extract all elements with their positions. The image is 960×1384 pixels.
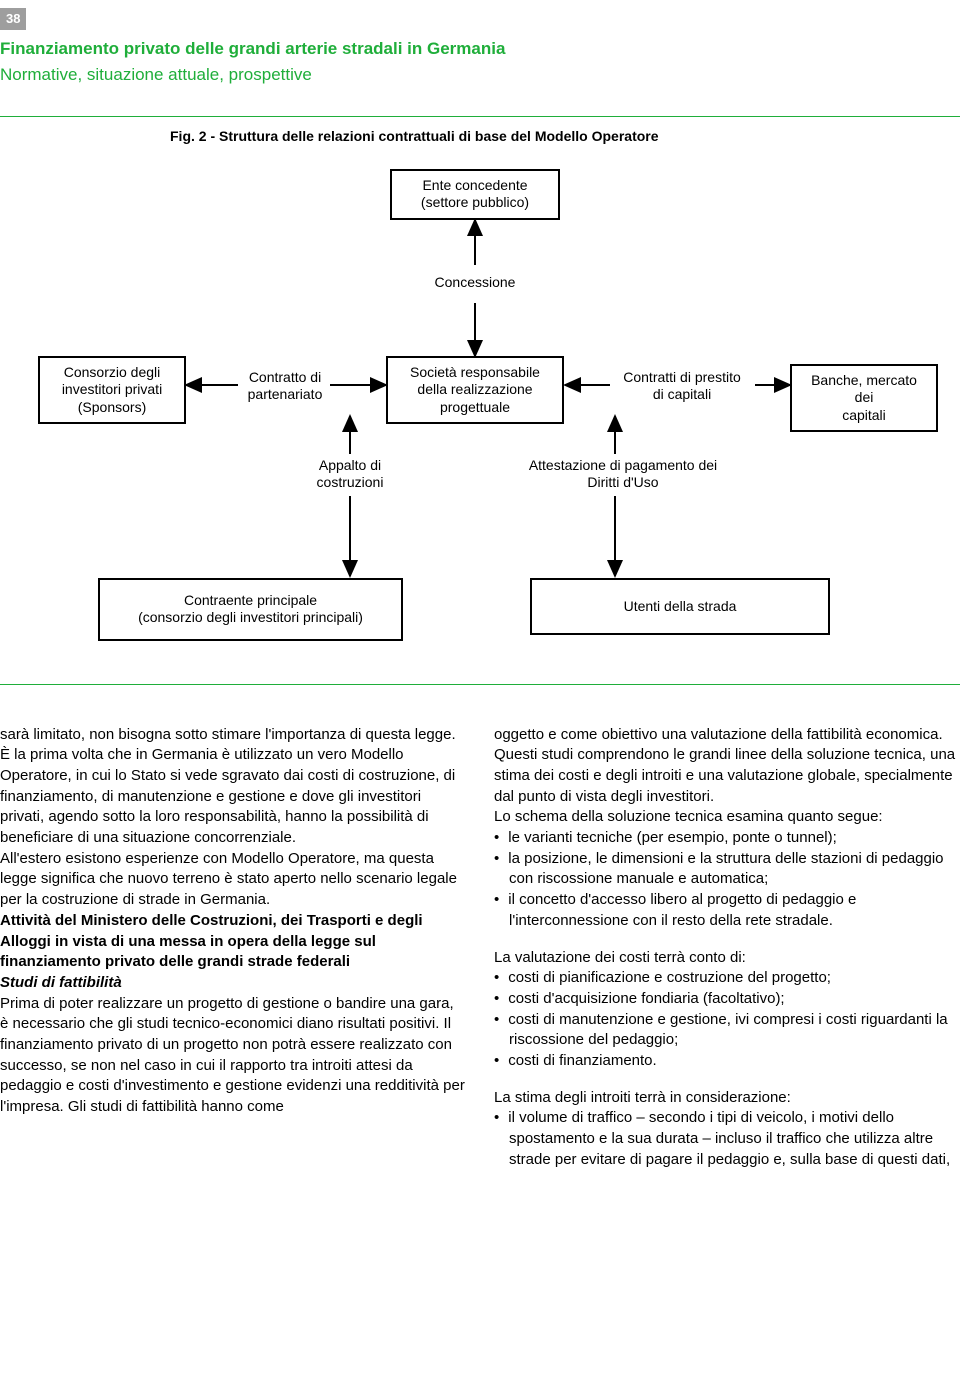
label-text: Contratto dipartenariato: [248, 369, 323, 403]
label-text: Attestazione di pagamento deiDiritti d'U…: [529, 457, 717, 491]
edge-label-contratto-partenariato: Contratto dipartenariato: [238, 369, 332, 404]
column-right: oggetto e come obiettivo una valutazione…: [494, 725, 960, 1171]
node-ente-concedente: Ente concedente(settore pubblico): [390, 169, 560, 220]
paragraph: oggetto e come obiettivo una valutazione…: [494, 725, 960, 746]
list-item: costi di finanziamento.: [494, 1051, 960, 1072]
edge-label-concessione: Concessione: [415, 274, 535, 292]
section-heading: Attività del Ministero delle Costruzioni…: [0, 911, 466, 973]
figure-container: Fig. 2 - Struttura delle relazioni contr…: [0, 116, 960, 685]
list-item: costi d'acquisizione fondiaria (facoltat…: [494, 989, 960, 1010]
body-columns: sarà limitato, non bisogna sotto stimare…: [0, 725, 960, 1171]
list-item: costi di manutenzione e gestione, ivi co…: [494, 1010, 960, 1051]
paragraph: La valutazione dei costi terrà conto di:: [494, 948, 960, 969]
node-label: Contraente principale(consorzio degli in…: [138, 592, 363, 626]
paragraph: Prima di poter realizzare un progetto di…: [0, 994, 466, 1118]
node-label: Consorzio degliinvestitori privati(Spons…: [62, 364, 162, 415]
subsection-heading: Studi di fattibilità: [0, 973, 466, 994]
node-label: Utenti della strada: [624, 598, 737, 614]
edge-label-contratti-prestito: Contratti di prestitodi capitali: [608, 369, 756, 404]
paragraph: È la prima volta che in Germania è utili…: [0, 745, 466, 848]
label-text: Contratti di prestitodi capitali: [623, 369, 741, 403]
list-item: le varianti tecniche (per esempio, ponte…: [494, 828, 960, 849]
label-text: Appalto dicostruzioni: [317, 457, 384, 491]
bullet-list: il volume di traffico – secondo i tipi d…: [494, 1108, 960, 1170]
node-label: Banche, mercato deicapitali: [811, 372, 917, 423]
flowchart-diagram: Ente concedente(settore pubblico) Conces…: [20, 164, 940, 664]
node-utenti-strada: Utenti della strada: [530, 578, 830, 636]
bullet-list: costi di pianificazione e costruzione de…: [494, 968, 960, 1071]
label-text: Concessione: [435, 274, 516, 290]
node-consorzio-investitori: Consorzio degliinvestitori privati(Spons…: [38, 356, 186, 425]
node-contraente-principale: Contraente principale(consorzio degli in…: [98, 578, 403, 641]
paragraph: All'estero esistono esperienze con Model…: [0, 849, 466, 911]
list-item: costi di pianificazione e costruzione de…: [494, 968, 960, 989]
page-number: 38: [0, 8, 26, 30]
paragraph: sarà limitato, non bisogna sotto stimare…: [0, 725, 466, 746]
list-item: il concetto d'accesso libero al progetto…: [494, 890, 960, 931]
paragraph: Lo schema della soluzione tecnica esamin…: [494, 807, 960, 828]
article-title: Finanziamento privato delle grandi arter…: [0, 38, 960, 60]
node-label: Società responsabiledella realizzazionep…: [410, 364, 540, 415]
node-label: Ente concedente(settore pubblico): [421, 177, 529, 211]
node-banche: Banche, mercato deicapitali: [790, 364, 938, 433]
column-left: sarà limitato, non bisogna sotto stimare…: [0, 725, 466, 1171]
edge-label-appalto: Appalto dicostruzioni: [300, 457, 400, 492]
list-item: il volume di traffico – secondo i tipi d…: [494, 1108, 960, 1170]
article-subtitle: Normative, situazione attuale, prospetti…: [0, 64, 960, 86]
node-societa-responsabile: Società responsabiledella realizzazionep…: [386, 356, 564, 425]
list-item: la posizione, le dimensioni e la struttu…: [494, 849, 960, 890]
edge-label-attestazione: Attestazione di pagamento deiDiritti d'U…: [508, 457, 738, 492]
paragraph: La stima degli introiti terrà in conside…: [494, 1088, 960, 1109]
figure-caption: Fig. 2 - Struttura delle relazioni contr…: [170, 127, 960, 146]
bullet-list: le varianti tecniche (per esempio, ponte…: [494, 828, 960, 931]
paragraph: Questi studi comprendono le grandi linee…: [494, 745, 960, 807]
